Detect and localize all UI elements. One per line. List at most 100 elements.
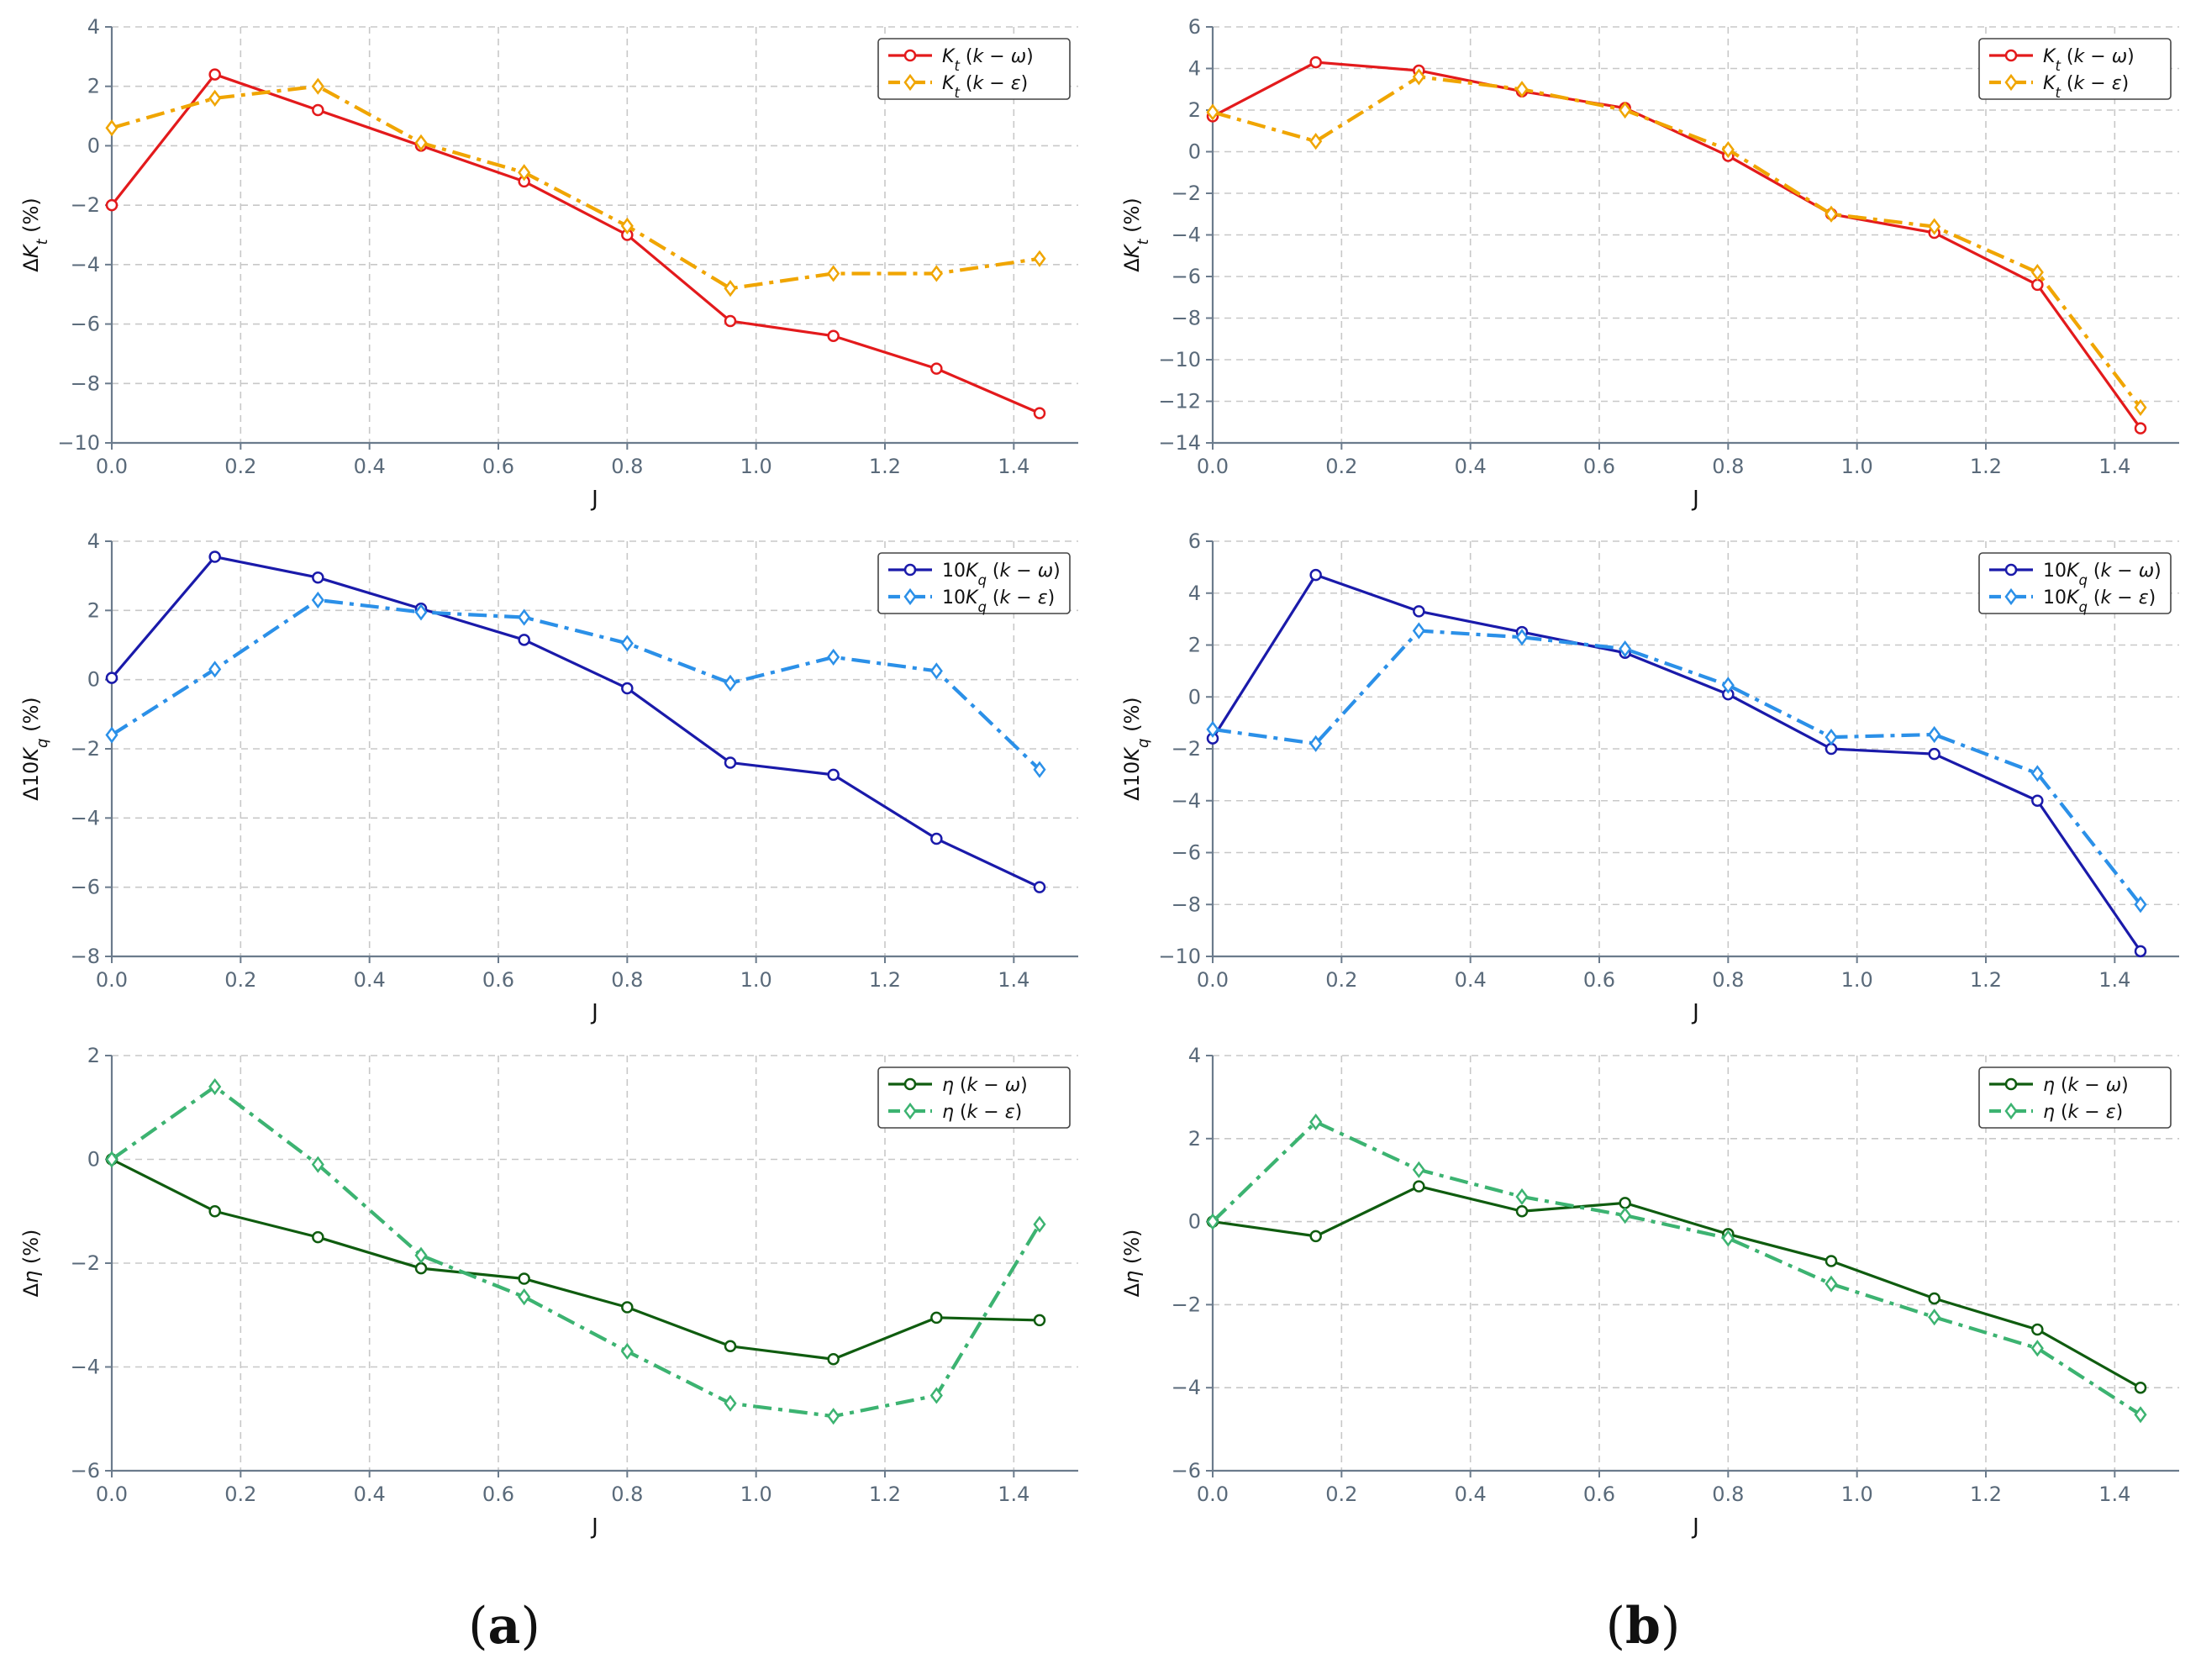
- data-point-diamond: [1721, 140, 1735, 159]
- y-tick-label: 2: [1188, 634, 1201, 657]
- data-point-diamond: [311, 1156, 324, 1173]
- y-tick-label: 0: [87, 134, 100, 157]
- x-tick-label: 0.8: [1712, 1483, 1744, 1506]
- legend-marker-diamond: [2004, 587, 2018, 606]
- data-point-diamond: [1206, 720, 1219, 738]
- data-point-circle: [827, 329, 840, 342]
- series-line-k-omega: [1211, 573, 2142, 952]
- series-line-k-omega: [111, 1158, 1040, 1361]
- data-point-circle: [1825, 1255, 1838, 1267]
- data-point-circle: [724, 756, 737, 769]
- data-point-diamond: [1619, 1207, 1632, 1224]
- x-tick-label: 0.4: [1455, 455, 1487, 478]
- data-point-circle: [312, 103, 324, 117]
- data-point-circle: [1413, 1180, 1425, 1193]
- data-point-diamond: [208, 89, 222, 107]
- x-tick-label: 0.2: [224, 968, 256, 992]
- x-tick-label: 0.0: [1197, 1483, 1229, 1506]
- data-point-circle: [724, 1340, 737, 1353]
- x-tick-label: 0.2: [1325, 1483, 1357, 1506]
- legend-label: Kt (k − ω): [942, 46, 1034, 74]
- data-point-diamond: [620, 1342, 634, 1361]
- data-point-circle: [1515, 1205, 1529, 1218]
- data-point-diamond: [518, 1288, 531, 1306]
- legend-label: η (k − ε): [2043, 1102, 2123, 1123]
- data-point-circle: [2031, 278, 2044, 292]
- y-tick-label: 4: [1188, 57, 1201, 81]
- legend-label: η (k − ω): [2043, 1075, 2129, 1096]
- x-tick-label: 1.4: [998, 968, 1029, 992]
- data-point-diamond: [1309, 1113, 1323, 1131]
- data-point-diamond: [1825, 1275, 1838, 1293]
- data-point-diamond: [620, 635, 634, 652]
- data-point-circle: [621, 682, 634, 695]
- data-point-diamond: [1619, 640, 1632, 658]
- series-line-k-omega: [110, 555, 1040, 889]
- y-tick-label: 6: [1188, 529, 1201, 553]
- y-tick-label: −10: [1158, 348, 1201, 371]
- data-point-diamond: [1033, 761, 1046, 778]
- legend-box: [1978, 552, 2172, 614]
- y-tick-label: 0: [1188, 140, 1201, 164]
- data-point-diamond: [1515, 629, 1529, 646]
- x-tick-label: 1.4: [2098, 968, 2130, 992]
- legend: 10Kq (k − ω)10Kq (k − ε): [1978, 552, 2172, 615]
- legend-box: [1978, 1066, 2172, 1129]
- data-point-diamond: [1309, 735, 1323, 752]
- y-tick-label: −4: [71, 806, 100, 829]
- data-point-diamond: [724, 674, 737, 692]
- chart-a-bot: 0.0 0.2 0.4 0.6 0.8 1.0 1.2 1.4 −6 −4 −2 0 2 J Δη (%) η…: [19, 1044, 1078, 1540]
- data-point-diamond: [1309, 133, 1323, 150]
- x-tick-label: 0.0: [96, 968, 128, 992]
- data-point-diamond: [929, 662, 943, 680]
- data-point-circle: [930, 832, 943, 845]
- data-point-diamond: [1515, 81, 1529, 98]
- legend-label: η (k − ω): [942, 1075, 1028, 1096]
- x-tick-label: 0.0: [96, 1483, 128, 1506]
- y-tick-label: −10: [57, 431, 100, 455]
- data-point-circle: [1619, 1197, 1631, 1209]
- y-tick-label: −4: [1172, 789, 1201, 813]
- x-tick-label: 1.0: [1841, 1483, 1873, 1506]
- y-axis-label: ΔKt (%): [1120, 197, 1152, 271]
- data-point-diamond: [1928, 725, 1941, 744]
- x-tick-label: 0.2: [1325, 455, 1357, 478]
- data-point-diamond: [1619, 101, 1632, 119]
- series-line-k-epsilon: [1212, 629, 2142, 906]
- x-tick-label: 1.0: [740, 968, 772, 992]
- x-axis-label: J: [1691, 1514, 1699, 1540]
- series-line-k-omega: [110, 72, 1040, 415]
- y-tick-label: 2: [1188, 98, 1201, 122]
- y-tick-label: −2: [71, 1251, 100, 1275]
- data-point-circle: [2134, 422, 2147, 434]
- y-tick-label: 6: [1188, 15, 1201, 39]
- data-point-diamond: [414, 603, 428, 621]
- data-point-diamond: [929, 1387, 943, 1404]
- data-point-diamond: [2030, 765, 2044, 782]
- data-point-diamond: [1412, 1161, 1425, 1178]
- legend-box: [877, 38, 1071, 100]
- x-axis-label: J: [1691, 487, 1699, 512]
- y-tick-label: −6: [1172, 1459, 1201, 1483]
- x-tick-label: 0.2: [224, 455, 256, 478]
- data-point-diamond: [1928, 218, 1941, 235]
- data-point-diamond: [827, 1408, 840, 1425]
- x-tick-label: 0.0: [1197, 455, 1229, 478]
- legend-label: 10Kq (k − ε): [2043, 587, 2156, 615]
- data-point-diamond: [208, 661, 222, 678]
- legend-box: [1978, 38, 2172, 100]
- data-point-diamond: [2030, 1340, 2044, 1357]
- y-tick-label: −4: [71, 253, 100, 276]
- data-point-circle: [1928, 1292, 1940, 1305]
- data-point-circle: [2134, 945, 2147, 958]
- legend-label: η (k − ε): [942, 1102, 1022, 1123]
- legend-marker-circle: [903, 1077, 917, 1091]
- legend-label: 10Kq (k − ω): [2043, 561, 2162, 588]
- data-point-circle: [414, 1261, 428, 1275]
- legend: η (k − ω) η (k − ε): [877, 1066, 1071, 1129]
- x-tick-label: 1.4: [998, 1483, 1029, 1506]
- caption-a: (a): [468, 1597, 540, 1656]
- y-tick-label: −6: [1172, 265, 1201, 288]
- data-point-diamond: [1515, 1188, 1529, 1206]
- data-point-circle: [1033, 1314, 1046, 1327]
